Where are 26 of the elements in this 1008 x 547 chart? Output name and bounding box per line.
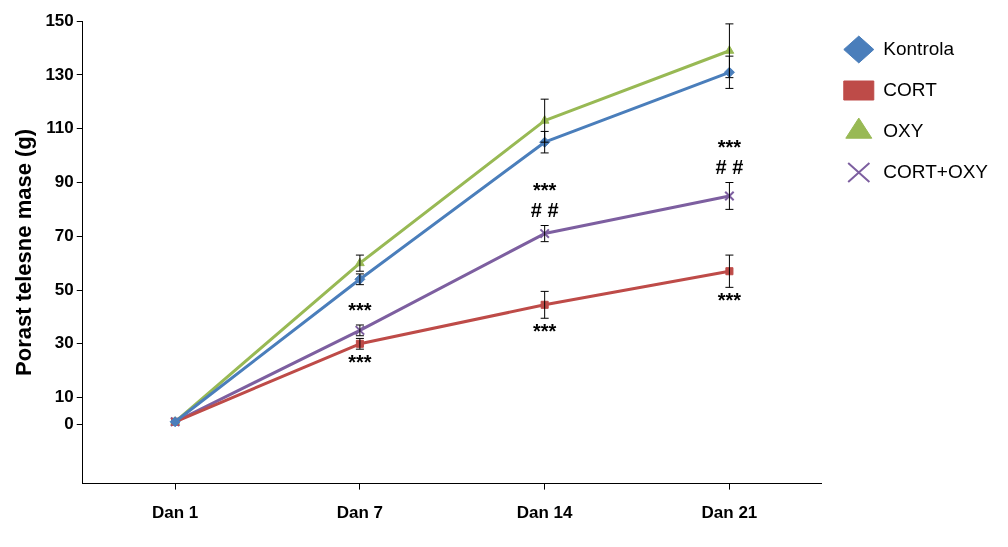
y-tick-label: 30 — [54, 333, 74, 353]
legend-label: CORT — [883, 78, 938, 100]
x-tick-label: Dan 21 — [701, 503, 758, 523]
legend-label: OXY — [883, 119, 924, 141]
y-tick-label: 50 — [54, 279, 74, 299]
x-tick-label: Dan 1 — [151, 503, 199, 523]
x-tick-label: Dan 14 — [516, 503, 574, 523]
annotation: *** — [717, 136, 742, 159]
annotation: *** — [532, 319, 557, 342]
y-tick-label: 110 — [46, 118, 74, 138]
x-tick-label: Dan 7 — [336, 503, 384, 523]
annotation: *** — [348, 298, 372, 321]
annotation: *** — [717, 288, 742, 311]
y-tick-label: 70 — [54, 225, 74, 245]
y-axis-title: Porast telesne mase (g) — [11, 128, 37, 376]
legend-label: CORT+OXY — [883, 160, 989, 182]
annotation: # # — [530, 199, 559, 222]
y-tick-label: 10 — [54, 387, 74, 407]
annotation: *** — [532, 179, 557, 202]
y-tick-label: 0 — [64, 414, 74, 434]
y-tick-label: 130 — [45, 64, 74, 84]
y-tick-label: 150 — [45, 10, 74, 30]
y-tick-label: 90 — [54, 172, 74, 192]
annotation: *** — [348, 350, 372, 373]
annotation: # # — [715, 156, 744, 179]
legend-label: Kontrola — [883, 37, 955, 59]
